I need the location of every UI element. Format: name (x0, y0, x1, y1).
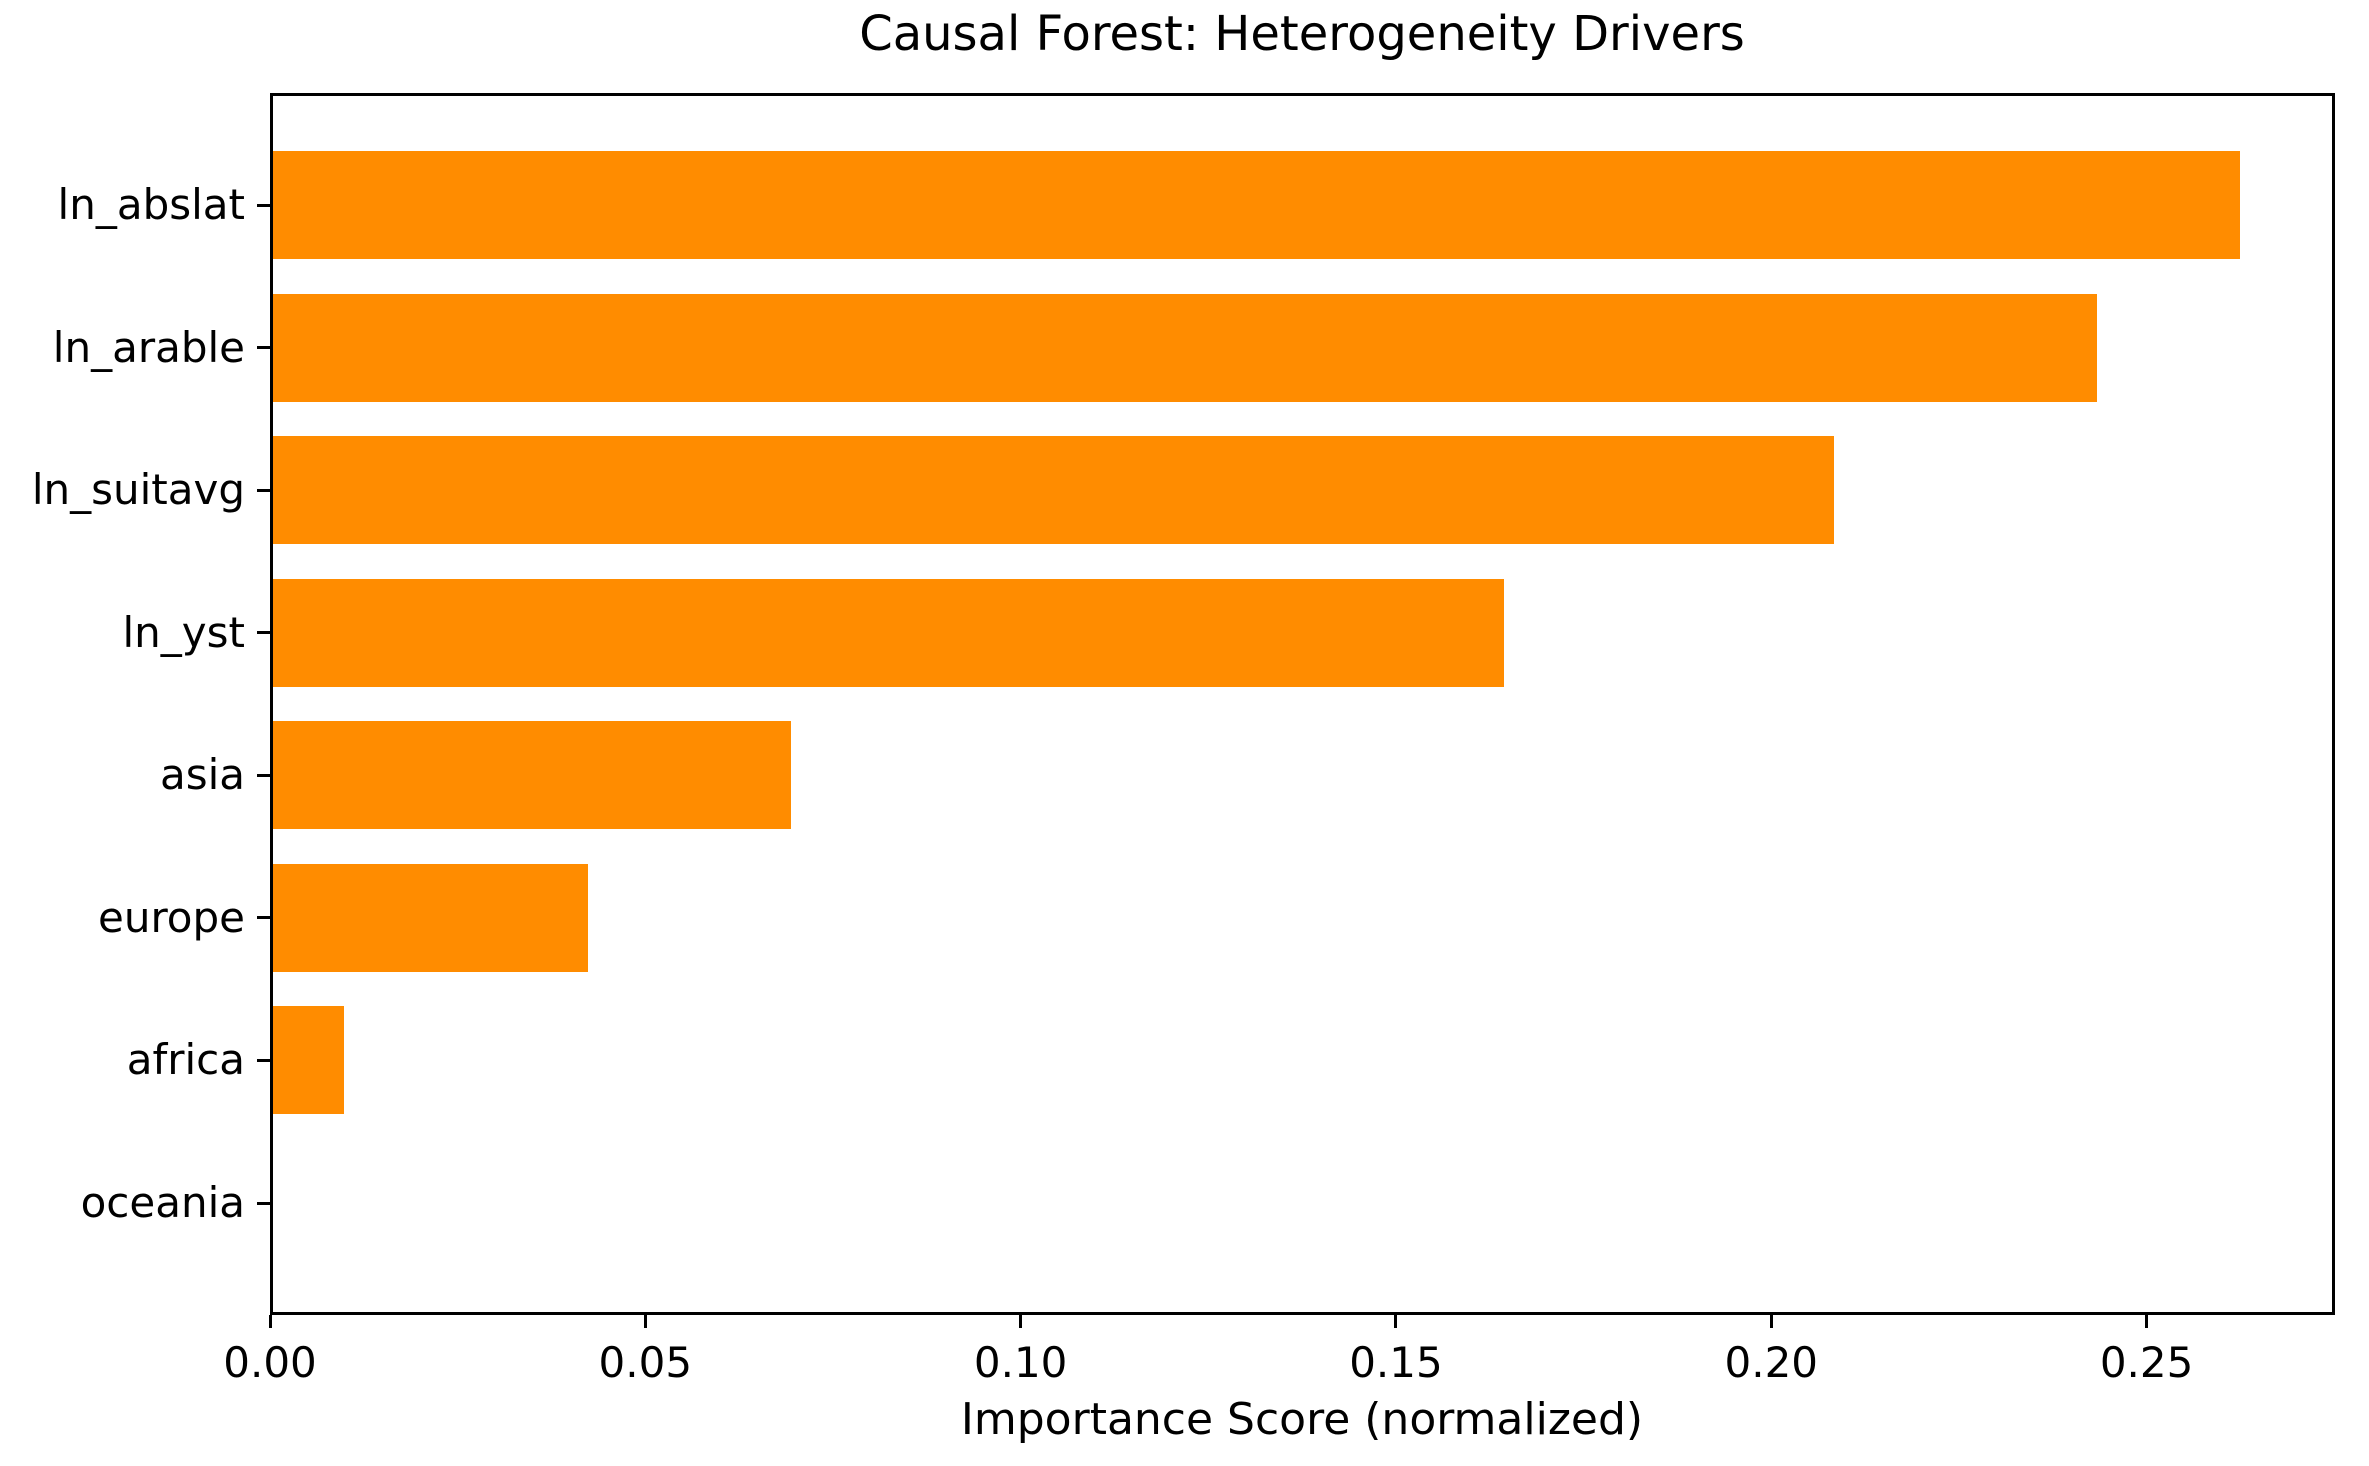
bar-africa (273, 1006, 344, 1115)
y-tick-label-asia: asia (159, 750, 245, 800)
x-tick-0.10 (1019, 1315, 1023, 1328)
y-tick-oceania (257, 1201, 270, 1205)
x-axis-label: Importance Score (normalized) (960, 1394, 1644, 1445)
y-tick-label-ln_suitavg: ln_suitavg (31, 465, 245, 515)
y-tick-asia (257, 773, 270, 777)
x-tick-label-0.00: 0.00 (223, 1338, 317, 1387)
y-tick-label-oceania: oceania (80, 1178, 245, 1227)
y-tick-ln_arable (257, 346, 270, 350)
bar-ln_yst (273, 578, 1504, 687)
bar-europe (273, 863, 588, 972)
bar-ln_abslat (273, 151, 2240, 259)
bar-asia (273, 721, 791, 830)
bar-ln_arable (273, 293, 2097, 402)
y-tick-label-ln_arable: ln_arable (52, 322, 245, 372)
y-tick-ln_abslat (257, 203, 270, 207)
x-tick-label-0.15: 0.15 (1349, 1338, 1443, 1387)
y-tick-ln_yst (257, 631, 270, 635)
bar-ln_suitavg (273, 436, 1834, 545)
x-tick-label-0.25: 0.25 (2099, 1338, 2194, 1387)
x-tick-0.05 (643, 1315, 647, 1328)
chart-title: Causal Forest: Heterogeneity Drivers (859, 6, 1745, 62)
y-tick-ln_suitavg (257, 488, 270, 492)
x-tick-label-0.20: 0.20 (1724, 1338, 1819, 1387)
y-tick-label-europe: europe (98, 892, 245, 942)
x-tick-0.00 (268, 1315, 272, 1328)
x-tick-0.20 (1769, 1315, 1773, 1328)
y-tick-africa (257, 1058, 270, 1062)
y-tick-label-ln_abslat: ln_abslat (57, 180, 245, 229)
y-tick-label-ln_yst: ln_yst (122, 607, 246, 657)
x-tick-label-0.10: 0.10 (973, 1338, 1068, 1387)
x-tick-0.25 (2145, 1315, 2149, 1328)
y-tick-label-africa: africa (126, 1035, 245, 1085)
x-tick-0.15 (1394, 1315, 1398, 1328)
x-tick-label-0.05: 0.05 (598, 1338, 693, 1387)
y-tick-europe (257, 916, 270, 920)
plot-area (270, 93, 2335, 1315)
